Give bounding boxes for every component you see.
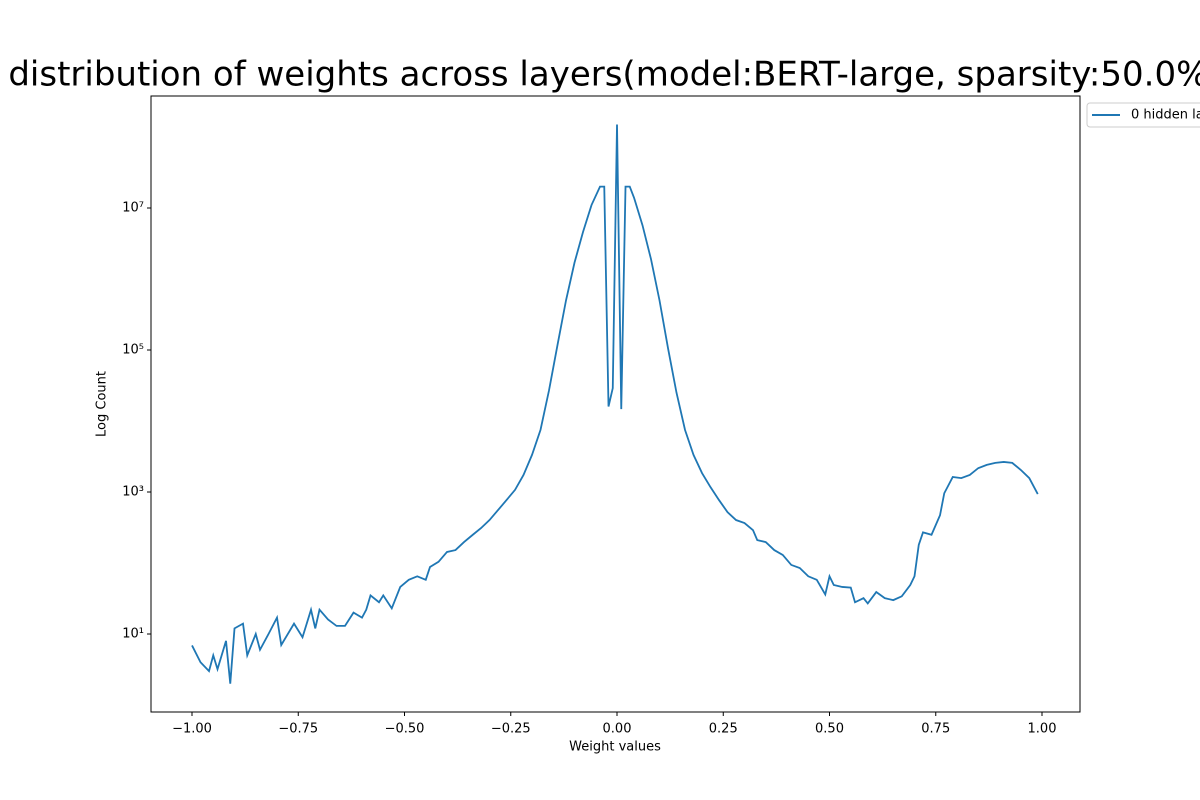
- y-axis-label: Log Count: [95, 371, 110, 437]
- x-tick-label: −0.75: [278, 722, 318, 737]
- x-tick-label: 0.75: [921, 722, 950, 737]
- x-tick-label: −0.25: [491, 722, 531, 737]
- x-tick-label: 1.00: [1028, 722, 1057, 737]
- x-axis-label: Weight values: [569, 740, 661, 755]
- y-tick-label: 10¹: [122, 627, 144, 642]
- x-tick-label: 0.50: [815, 722, 844, 737]
- legend-label: 0 hidden layer: [1131, 108, 1200, 123]
- data-line: [191, 124, 1039, 684]
- y-tick-label: 10⁵: [122, 343, 144, 358]
- x-tick-label: 0.25: [709, 722, 738, 737]
- x-tick-label: −1.00: [172, 722, 212, 737]
- x-tick-label: 0.00: [603, 722, 632, 737]
- x-tick-label: −0.50: [385, 722, 425, 737]
- y-tick-label: 10⁷: [122, 201, 144, 216]
- plot-frame: [150, 95, 1081, 713]
- chart-title: distribution of weights across layers(mo…: [8, 55, 1200, 95]
- legend-box: [1086, 102, 1200, 128]
- y-tick-label: 10³: [122, 485, 144, 500]
